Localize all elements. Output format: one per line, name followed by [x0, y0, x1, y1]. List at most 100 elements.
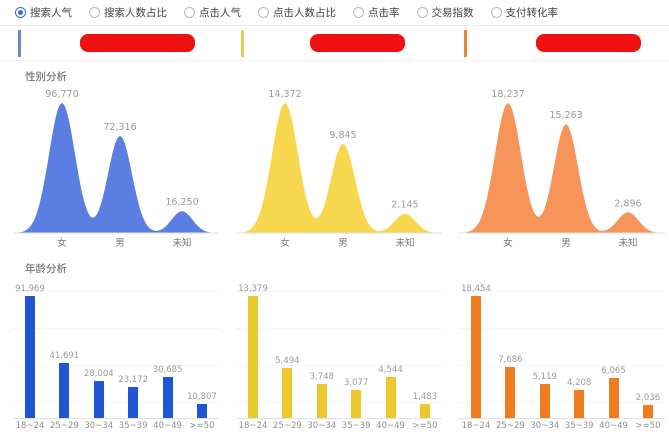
bar-x-axis: 18~24 25~29 30~34 35~39 40~49 >=50	[459, 421, 665, 431]
metric-radio-1[interactable]: 搜索人气	[15, 5, 72, 20]
gender-section-title: 性别分析	[25, 71, 67, 83]
bar-x-label: 30~34	[530, 421, 560, 431]
keyword-column-1	[0, 26, 223, 60]
age-section: 年龄分析 91,969 41,691 28,004 23,172 30,685 10,80…	[0, 253, 669, 431]
gender-area-svg: 96,770 女 72,316 男 16,250 未知	[13, 89, 219, 249]
metric-radio-3[interactable]: 点击人气	[184, 5, 241, 20]
x-axis-label: 男	[561, 238, 571, 249]
bar-x-label: >=50	[412, 421, 438, 431]
metric-radio-label: 支付转化率	[505, 7, 559, 19]
x-axis-label: 女	[57, 237, 67, 249]
bar-group: 5,119	[528, 372, 562, 418]
bar-value-label: 1,483	[412, 392, 438, 402]
bar-x-label: 18~24	[238, 421, 268, 431]
bar-x-label: >=50	[635, 421, 661, 431]
age-bar-chart: 13,379 5,494 3,748 3,077 4,544 1,483 18~24 25~2…	[236, 279, 442, 431]
redacted-keyword	[310, 34, 405, 52]
bar	[505, 367, 516, 418]
bar-group: 18,454	[459, 284, 493, 418]
bar-x-axis: 18~24 25~29 30~34 35~39 40~49 >=50	[236, 421, 442, 431]
keyword-column-3	[446, 26, 669, 60]
bar	[25, 296, 35, 418]
peak-value-label: 2,896	[614, 198, 641, 209]
radio-icon	[258, 7, 269, 18]
bar	[248, 296, 258, 418]
bar-x-label: 35~39	[341, 421, 371, 431]
metric-radio-4[interactable]: 点击人数占比	[258, 5, 336, 20]
gender-area-svg: 14,372 女 9,845 男 2,145 未知	[236, 89, 442, 249]
peak-value-label: 96,770	[45, 89, 78, 100]
bar-x-label: 35~39	[564, 421, 594, 431]
metric-radio-label: 点击率	[368, 7, 400, 19]
gender-chart-3: 18,237 女 15,263 男 2,896 未知	[446, 87, 669, 253]
bar	[93, 381, 104, 418]
bar	[574, 390, 585, 418]
bar-group: 41,691	[47, 351, 81, 418]
peak-value-label: 2,145	[391, 200, 418, 211]
gender-section: 性别分析 96,770 女 72,316 男 16,250 未知 14,372 女 9,845 男…	[0, 61, 669, 253]
bar-plot-area: 13,379 5,494 3,748 3,077 4,544 1,483	[236, 279, 442, 419]
x-axis-label: 未知	[172, 237, 191, 249]
peak-value-label: 18,237	[491, 89, 524, 100]
bar-value-label: 7,686	[498, 355, 523, 365]
bar-value-label: 3,748	[309, 372, 334, 382]
peak-value-label: 14,372	[268, 89, 301, 100]
bar-value-label: 4,544	[378, 365, 403, 375]
radio-icon	[490, 7, 502, 18]
metric-radio-label: 搜索人气	[30, 7, 72, 19]
bar	[539, 384, 550, 418]
age-bar-chart: 18,454 7,686 5,119 4,208 6,065 2,036 18~24 25~2…	[459, 279, 665, 431]
bar-plot-area: 18,454 7,686 5,119 4,208 6,065 2,036	[459, 279, 665, 419]
bar-value-label: 6,065	[601, 366, 626, 376]
bar-x-label: >=50	[189, 421, 215, 431]
bar-value-label: 30,685	[152, 365, 183, 375]
bar	[419, 404, 430, 418]
metric-radio-7[interactable]: 支付转化率	[490, 5, 559, 20]
age-chart-1: 91,969 41,691 28,004 23,172 30,685 10,807 18~2…	[0, 279, 223, 431]
x-axis-label: 女	[503, 237, 513, 249]
bar-value-label: 2,036	[635, 393, 661, 403]
x-axis-label: 未知	[395, 237, 414, 249]
bar-group: 10,807	[185, 392, 219, 418]
gender-charts-row: 96,770 女 72,316 男 16,250 未知 14,372 女 9,845 男 2,145…	[0, 87, 669, 253]
bar-group: 4,544	[374, 365, 408, 418]
peak-value-label: 72,316	[103, 122, 136, 133]
metric-radio-2[interactable]: 搜索人数占比	[89, 5, 167, 20]
bar-group: 2,036	[631, 393, 665, 418]
bar	[196, 404, 207, 418]
bar-value-label: 23,172	[118, 375, 149, 385]
redacted-keyword	[80, 34, 195, 52]
bar-value-label: 5,494	[275, 356, 300, 366]
metric-radio-5[interactable]: 点击率	[353, 5, 400, 20]
bar-group: 13,379	[236, 284, 270, 418]
bar-x-label: 35~39	[118, 421, 148, 431]
age-section-title: 年龄分析	[25, 263, 67, 275]
x-axis-label: 男	[115, 238, 125, 249]
radio-icon	[184, 7, 195, 18]
bar-value-label: 3,077	[344, 378, 369, 388]
bar-x-label: 25~29	[496, 421, 525, 431]
x-axis-label: 女	[280, 237, 290, 249]
bar-group: 6,065	[597, 366, 631, 418]
redacted-keyword	[536, 34, 641, 52]
bar	[282, 368, 293, 418]
bar-value-label: 13,379	[238, 284, 268, 294]
bar-group: 5,494	[270, 356, 304, 418]
metric-filter-bar: 搜索人气 搜索人数占比 点击人气 点击人数占比 点击率 交易指数 支付转化率	[0, 0, 669, 26]
x-axis-label: 男	[338, 238, 348, 249]
age-charts-row: 91,969 41,691 28,004 23,172 30,685 10,807 18~2…	[0, 279, 669, 431]
bar-group: 28,004	[82, 369, 116, 418]
bar-x-label: 30~34	[84, 421, 114, 431]
bar-group: 23,172	[116, 375, 150, 418]
bar	[471, 296, 481, 418]
bar	[642, 405, 653, 418]
bar	[59, 363, 70, 418]
metric-radio-6[interactable]: 交易指数	[416, 5, 474, 20]
bar-plot-area: 91,969 41,691 28,004 23,172 30,685 10,807	[13, 279, 219, 419]
bar-x-label: 18~24	[15, 421, 45, 431]
bar-x-label: 18~24	[461, 421, 491, 431]
bar-x-label: 25~29	[273, 421, 302, 431]
accent-bar	[241, 29, 244, 57]
bar-group: 91,969	[13, 284, 47, 418]
